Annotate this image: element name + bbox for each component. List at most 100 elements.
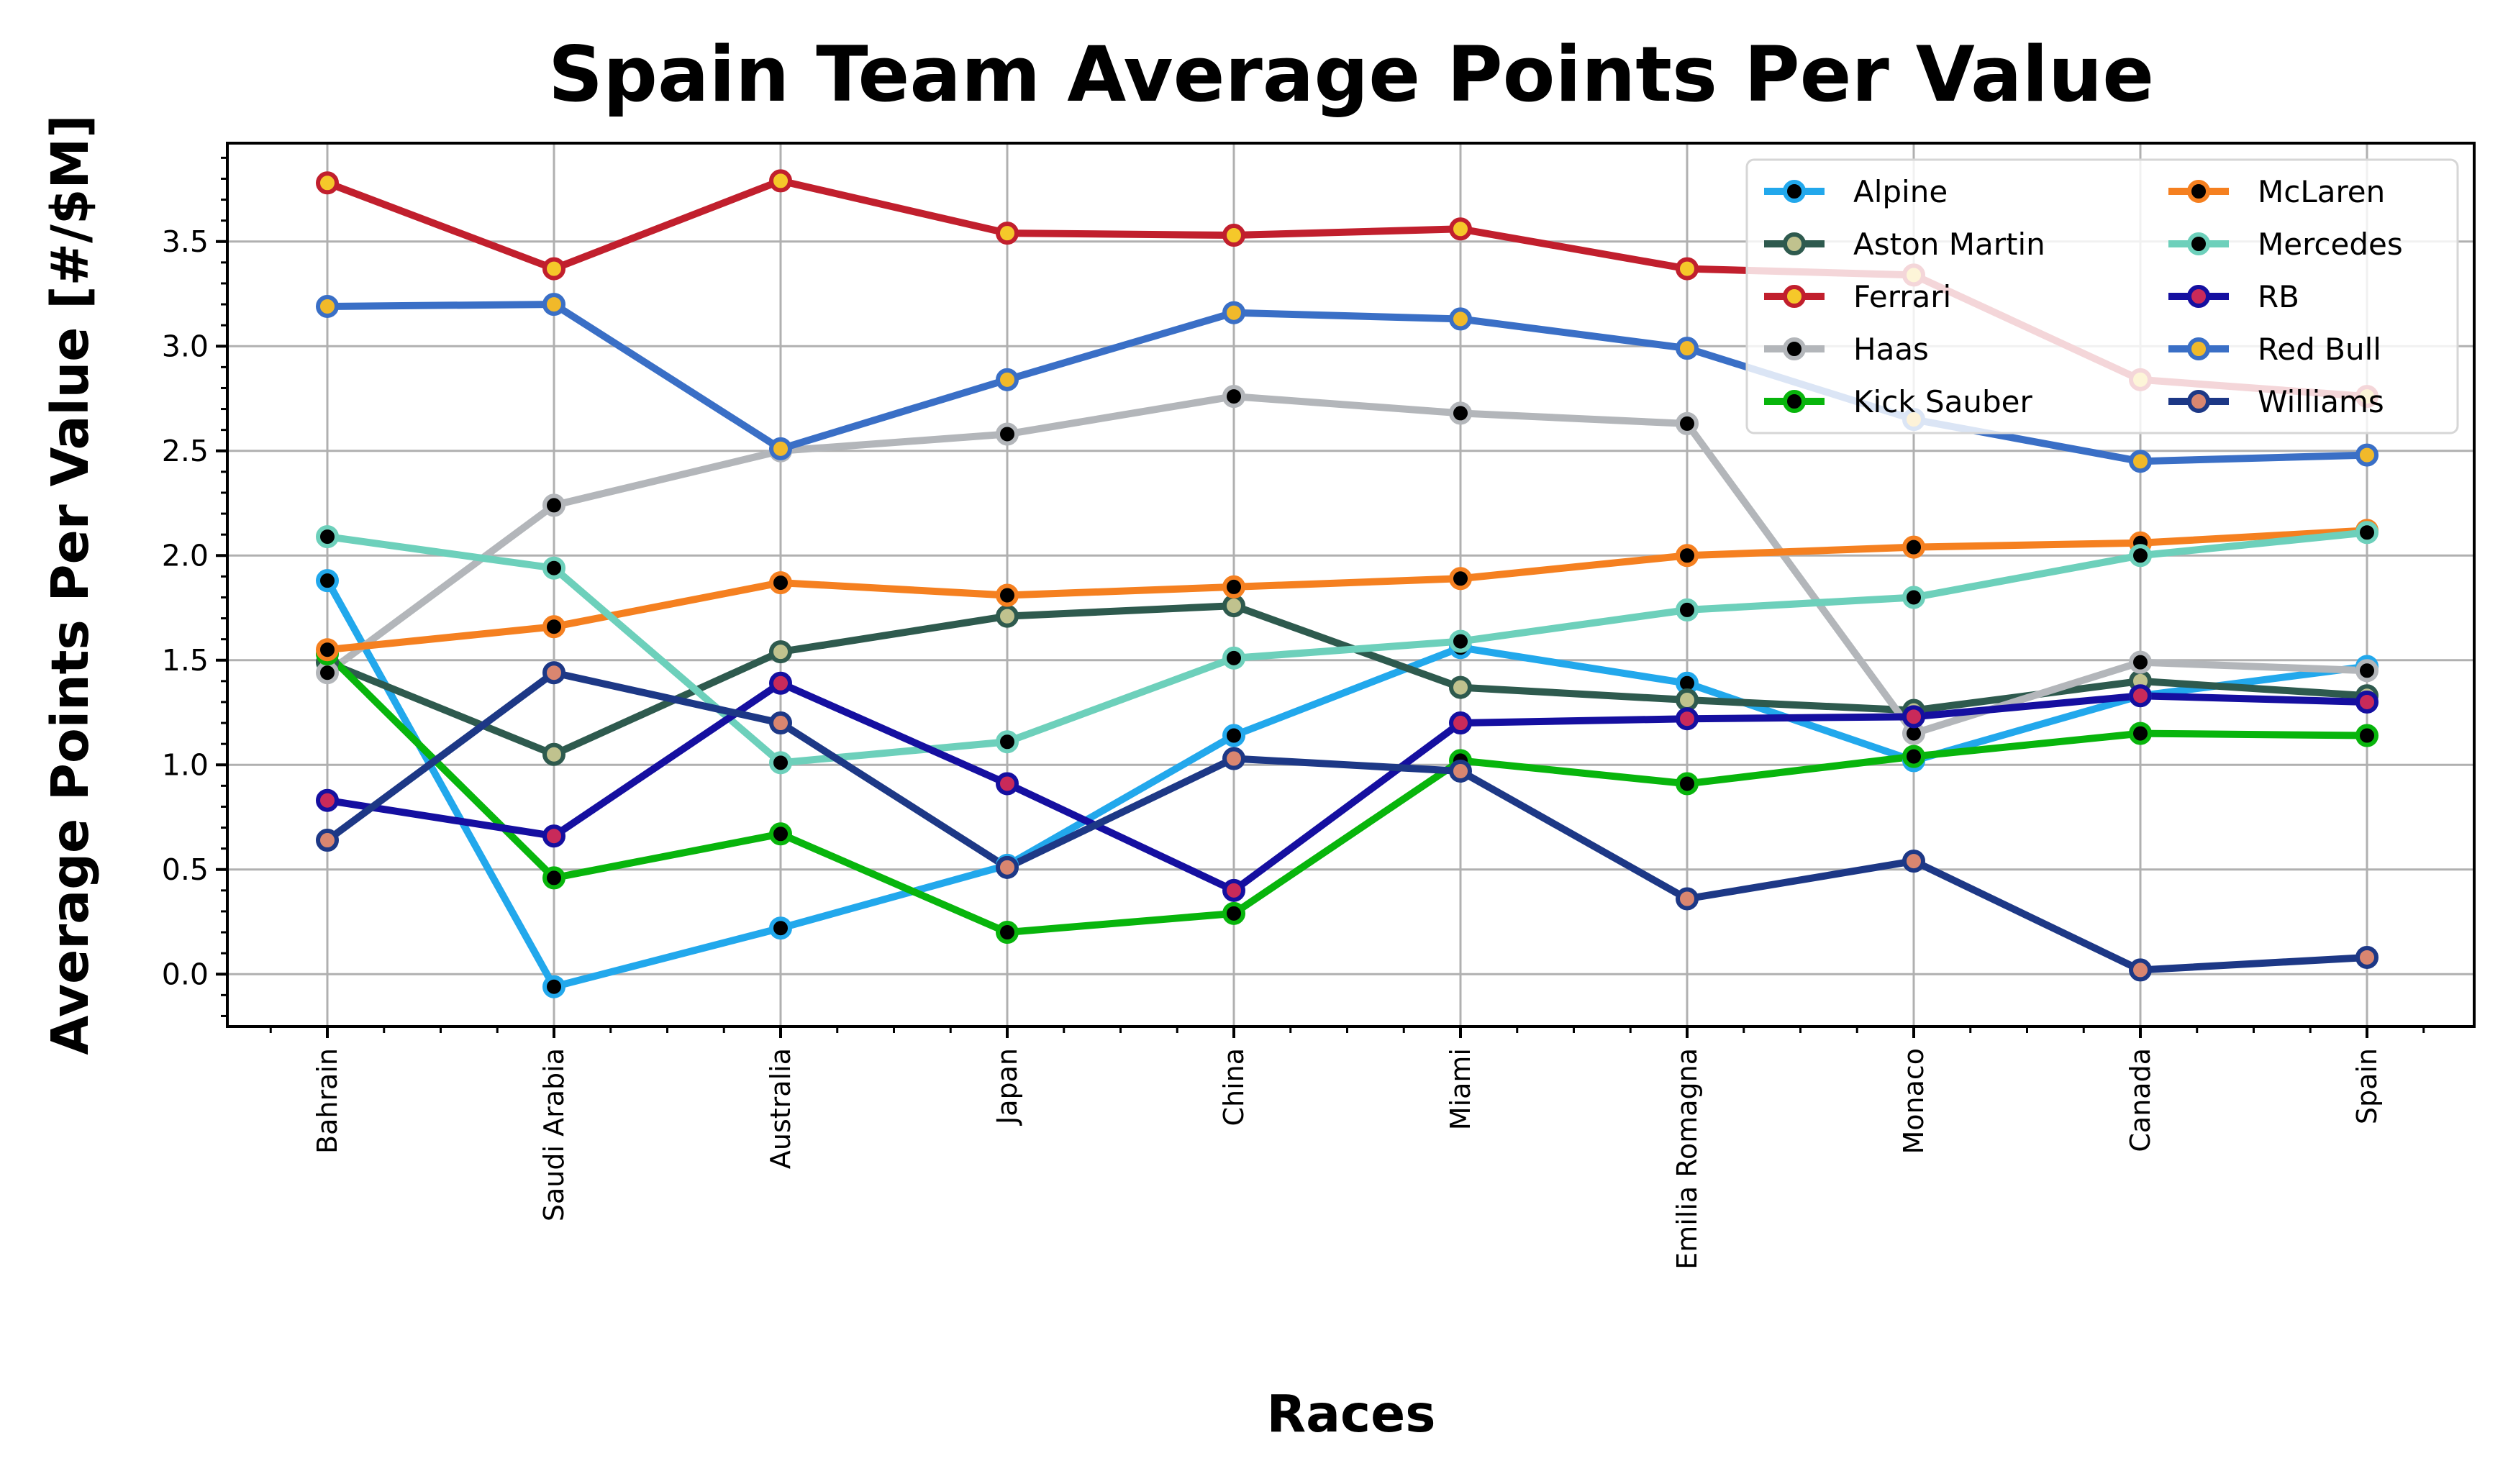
data-point-williams bbox=[2355, 945, 2378, 969]
data-point-rb bbox=[996, 772, 1019, 796]
legend-marker-rb bbox=[2187, 285, 2210, 308]
data-point-haas bbox=[2355, 659, 2378, 683]
data-point-aston-martin bbox=[1676, 688, 1699, 712]
x-tick-label: Australia bbox=[765, 1048, 796, 1169]
x-tick-label: Bahrain bbox=[312, 1048, 343, 1154]
y-tick-label: 1.0 bbox=[162, 747, 209, 782]
x-axis-label: Races bbox=[1266, 1384, 1435, 1444]
data-point-kick-sauber bbox=[769, 822, 792, 846]
legend-label-williams: Williams bbox=[2258, 384, 2384, 419]
data-point-rb bbox=[769, 671, 792, 695]
series-line-mclaren bbox=[324, 527, 2371, 654]
data-point-williams bbox=[1222, 747, 1245, 770]
data-point-haas bbox=[1222, 385, 1245, 409]
data-point-haas bbox=[996, 422, 1019, 446]
data-point-mercedes bbox=[1449, 629, 1472, 653]
data-point-alpine bbox=[769, 916, 792, 940]
series-line-rb bbox=[324, 679, 2371, 894]
data-point-aston-martin bbox=[1222, 594, 1245, 618]
x-tick-label: China bbox=[1218, 1048, 1250, 1126]
data-point-mercedes bbox=[996, 730, 1019, 754]
x-tick-label: Emilia Romagna bbox=[1671, 1048, 1703, 1270]
data-point-williams bbox=[2129, 958, 2152, 982]
series-line-red-bull bbox=[324, 301, 2371, 465]
x-tick-label: Monaco bbox=[1898, 1048, 1930, 1155]
series-line-kick-sauber bbox=[324, 650, 2371, 937]
legend-marker-aston-martin bbox=[1783, 232, 1806, 255]
y-axis-label: Average Points Per Value [#/$M] bbox=[40, 114, 100, 1055]
data-point-rb bbox=[542, 824, 565, 848]
data-point-williams bbox=[1449, 759, 1472, 783]
legend-marker-williams bbox=[2187, 390, 2210, 413]
y-tick-label: 0.0 bbox=[162, 957, 209, 991]
data-point-aston-martin bbox=[769, 640, 792, 664]
series-markers bbox=[316, 169, 2378, 998]
data-point-mclaren bbox=[1676, 544, 1699, 568]
data-point-red-bull bbox=[1449, 307, 1472, 331]
data-point-mercedes bbox=[542, 556, 565, 580]
data-point-mclaren bbox=[1449, 567, 1472, 591]
data-point-kick-sauber bbox=[1222, 901, 1245, 925]
data-point-mercedes bbox=[769, 751, 792, 775]
data-point-ferrari bbox=[1449, 217, 1472, 241]
y-tick-label: 2.0 bbox=[162, 538, 209, 573]
y-tick-label: 1.5 bbox=[162, 643, 209, 678]
data-point-williams bbox=[1902, 850, 1925, 873]
data-point-aston-martin bbox=[542, 742, 565, 766]
legend-label-alpine: Alpine bbox=[1853, 174, 1948, 209]
x-tick-label: Miami bbox=[1445, 1048, 1476, 1130]
data-point-kick-sauber bbox=[1902, 745, 1925, 768]
data-point-mercedes bbox=[1676, 598, 1699, 622]
y-tick-label: 2.5 bbox=[162, 434, 209, 468]
legend-label-kick-sauber: Kick Sauber bbox=[1853, 384, 2032, 419]
data-point-mercedes bbox=[316, 525, 339, 549]
legend-label-haas: Haas bbox=[1853, 332, 1929, 367]
legend-marker-mercedes bbox=[2187, 232, 2210, 255]
data-point-ferrari bbox=[316, 171, 339, 195]
data-point-rb bbox=[1449, 711, 1472, 735]
data-point-kick-sauber bbox=[542, 866, 565, 890]
x-axis-ticks: Bahrain Saudi Arabia Australia Japan China Mi… bbox=[312, 1026, 2383, 1270]
plot-frame bbox=[226, 142, 2476, 1028]
data-point-red-bull bbox=[2129, 450, 2152, 473]
data-point-williams bbox=[316, 829, 339, 852]
data-point-haas bbox=[316, 661, 339, 685]
data-point-williams bbox=[769, 711, 792, 735]
legend-marker-alpine bbox=[1783, 180, 1806, 203]
legend-box bbox=[1745, 158, 2459, 434]
data-point-kick-sauber bbox=[1676, 772, 1699, 796]
series-line-mercedes bbox=[324, 529, 2371, 767]
data-point-mercedes bbox=[1222, 646, 1245, 670]
data-point-mercedes bbox=[1902, 586, 1925, 609]
data-point-rb bbox=[2129, 684, 2152, 708]
data-point-mclaren bbox=[769, 571, 792, 595]
legend: Alpine Aston Martin Ferrari Haas Kick Sauber… bbox=[1745, 158, 2459, 434]
data-point-kick-sauber bbox=[996, 921, 1019, 944]
data-point-ferrari bbox=[996, 222, 1019, 245]
data-point-rb bbox=[2355, 690, 2378, 714]
data-point-williams bbox=[1676, 887, 1699, 911]
y-tick-label: 3.5 bbox=[162, 224, 209, 259]
data-point-mclaren bbox=[1222, 575, 1245, 598]
y-axis-ticks: 0.0 0.5 1.0 1.5 2.0 2.5 3.0 3.5 bbox=[162, 224, 227, 991]
data-point-mercedes bbox=[2355, 521, 2378, 545]
data-point-rb bbox=[1676, 707, 1699, 731]
data-point-red-bull bbox=[1676, 337, 1699, 360]
x-tick-label: Spain bbox=[2351, 1048, 2383, 1124]
legend-label-rb: RB bbox=[2258, 279, 2299, 314]
data-point-alpine bbox=[542, 975, 565, 998]
data-point-haas bbox=[542, 493, 565, 517]
data-point-red-bull bbox=[769, 437, 792, 460]
legend-marker-mclaren bbox=[2187, 180, 2210, 203]
data-point-red-bull bbox=[316, 294, 339, 318]
data-point-red-bull bbox=[1222, 301, 1245, 324]
data-point-mclaren bbox=[1902, 535, 1925, 559]
data-point-red-bull bbox=[2355, 443, 2378, 467]
legend-marker-kick-sauber bbox=[1783, 390, 1806, 413]
data-point-ferrari bbox=[542, 257, 565, 281]
y-tick-label: 3.0 bbox=[162, 329, 209, 363]
series-line-alpine bbox=[324, 577, 2371, 991]
data-point-williams bbox=[542, 661, 565, 685]
data-point-ferrari bbox=[769, 169, 792, 193]
